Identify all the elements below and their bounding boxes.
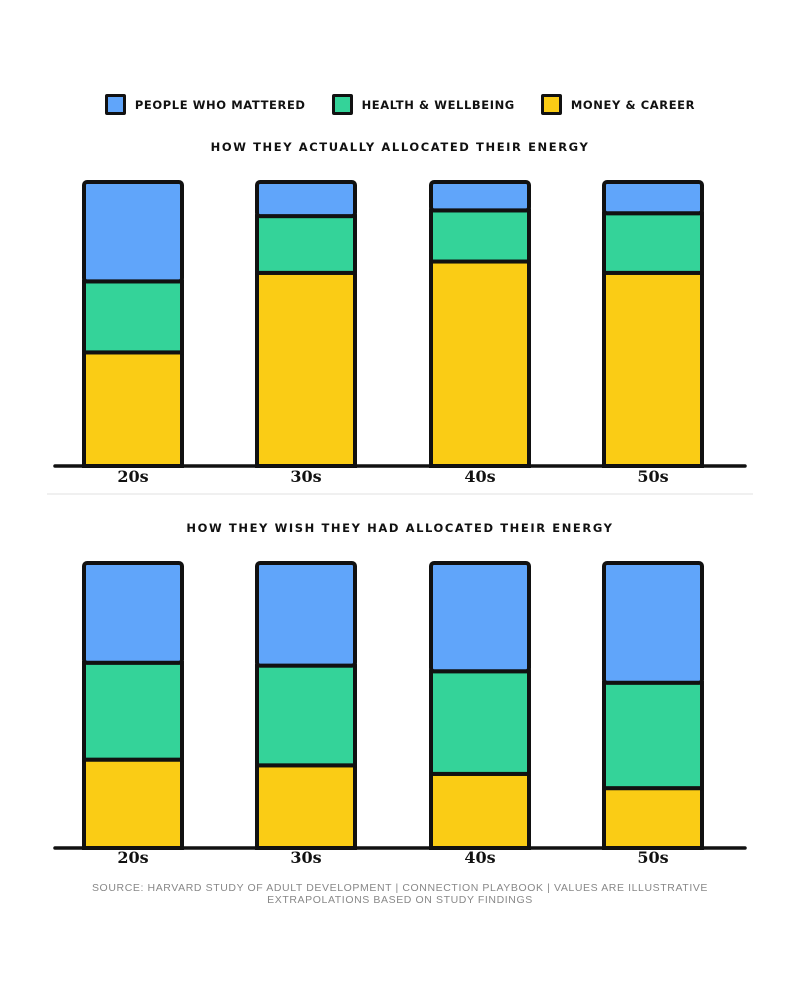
bar-segment-people-20s-chart1 (82, 180, 184, 284)
bar-segment-money-20s-chart1 (82, 350, 184, 468)
bar-segment-money-40s-chart1 (429, 259, 531, 468)
bar-segment-money-40s-chart2 (429, 771, 531, 851)
bar-segment-health-20s-chart1 (82, 279, 184, 355)
x-tick-label-30s-chart2: 30s (290, 848, 321, 867)
bar-segment-people-30s-chart2 (255, 561, 357, 668)
x-tick-label-50s-chart2: 50s (637, 848, 668, 867)
legend-item-people: PEOPLE WHO MATTERED (104, 94, 306, 115)
bar-segment-money-20s-chart2 (82, 757, 184, 851)
legend-label-people: PEOPLE WHO MATTERED (134, 97, 306, 112)
bar-segment-health-50s-chart2 (602, 680, 704, 791)
bar-segment-people-30s-chart1 (255, 180, 357, 219)
chart-title-1: HOW THEY ACTUALLY ALLOCATED THEIR ENERGY (211, 140, 590, 154)
bar-segment-health-20s-chart2 (82, 660, 184, 762)
bar-segment-health-40s-chart1 (429, 208, 531, 264)
bar-segment-money-50s-chart1 (602, 270, 704, 468)
bar-segment-people-50s-chart1 (602, 180, 704, 216)
bar-segment-people-40s-chart2 (429, 561, 531, 674)
source-note: SOURCE: HARVARD STUDY OF ADULT DEVELOPME… (91, 882, 709, 906)
bar-segment-money-30s-chart2 (255, 763, 357, 850)
legend-label-health: HEALTH & WELLBEING (361, 97, 515, 112)
legend-label-money: MONEY & CAREER (570, 97, 696, 112)
legend: PEOPLE WHO MATTERED HEALTH & WELLBEING M… (0, 94, 800, 115)
bar-segment-health-50s-chart1 (602, 211, 704, 275)
legend-item-health: HEALTH & WELLBEING (331, 94, 515, 115)
bar-segment-money-30s-chart1 (255, 270, 357, 468)
bar-segment-health-30s-chart1 (255, 214, 357, 275)
x-tick-label-20s-chart2: 20s (117, 848, 148, 867)
x-tick-label-30s-chart1: 30s (290, 467, 321, 486)
legend-swatch-health (331, 94, 353, 115)
bar-segment-health-40s-chart2 (429, 669, 531, 776)
x-tick-label-40s-chart1: 40s (464, 467, 495, 486)
bar-segment-health-30s-chart2 (255, 663, 357, 768)
legend-swatch-money (540, 94, 562, 115)
x-tick-label-20s-chart1: 20s (117, 467, 148, 486)
bar-segment-people-40s-chart1 (429, 180, 531, 213)
legend-item-money: MONEY & CAREER (540, 94, 696, 115)
bar-segment-people-20s-chart2 (82, 561, 184, 665)
bar-segment-money-50s-chart2 (602, 786, 704, 851)
x-tick-label-40s-chart2: 40s (464, 848, 495, 867)
bar-segment-people-50s-chart2 (602, 561, 704, 685)
x-tick-label-50s-chart1: 50s (637, 467, 668, 486)
legend-swatch-people (104, 94, 126, 115)
chart-title-2: HOW THEY WISH THEY HAD ALLOCATED THEIR E… (186, 521, 613, 535)
